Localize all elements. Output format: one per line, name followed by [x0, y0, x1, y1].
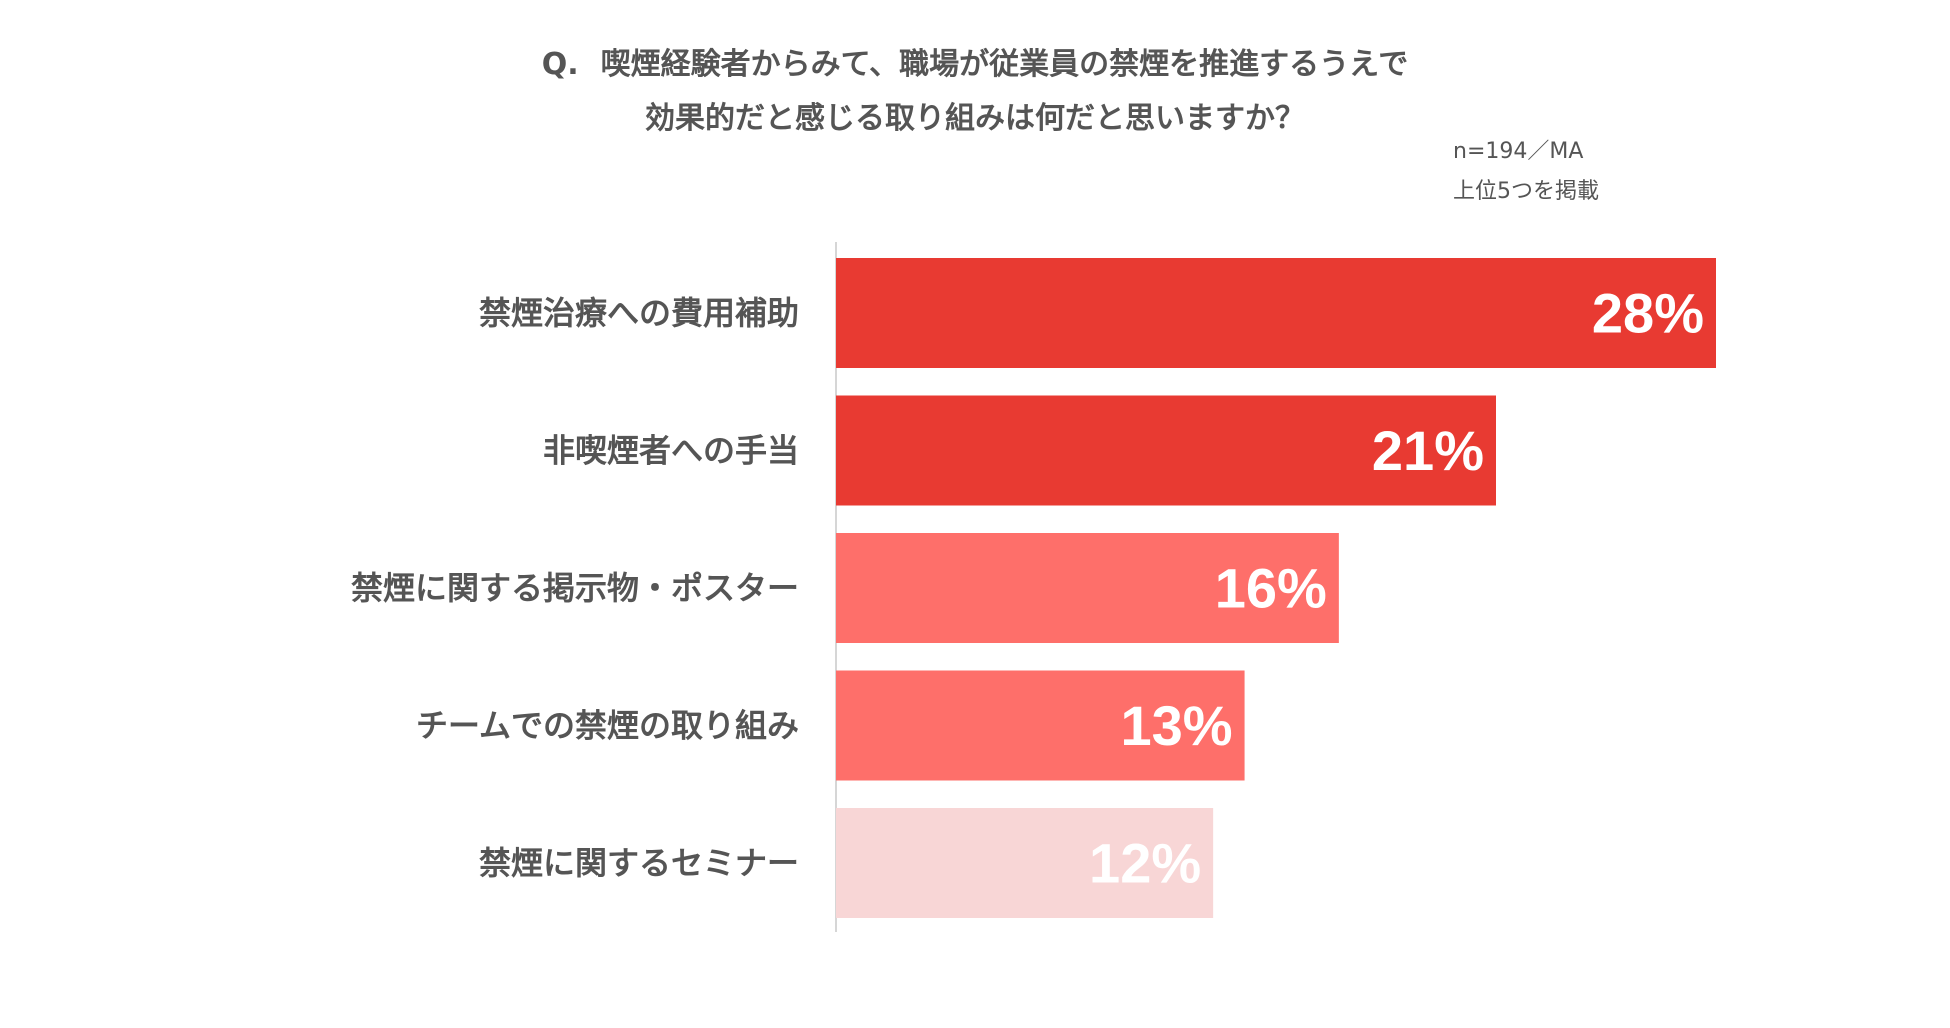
category-label: チームでの禁煙の取り組み [416, 707, 799, 745]
category-label: 禁煙に関するセミナー [479, 844, 799, 882]
question-line-1: Q. 喫煙経験者からみて、職場が従業員の禁煙を推進するうえで [0, 38, 1950, 92]
question-text-2: 効果的だと感じる取り組みは何だと思いますか？ [645, 101, 1305, 136]
value-label: 12% [1089, 832, 1201, 895]
bar [836, 670, 1245, 781]
value-label: 28% [1592, 282, 1704, 345]
question-block: Q. 喫煙経験者からみて、職場が従業員の禁煙を推進するうえで 効果的だと感じる取り… [0, 38, 1950, 146]
category-label: 禁煙治療への費用補助 [479, 294, 799, 332]
bar [836, 533, 1339, 643]
value-label: 21% [1372, 419, 1484, 482]
category-label: 非喫煙者への手当 [543, 432, 799, 470]
question-text-1: 喫煙経験者からみて、職場が従業員の禁煙を推進するうえで [600, 47, 1409, 82]
value-label: 13% [1120, 694, 1232, 757]
bar [836, 395, 1496, 506]
bar [836, 808, 1214, 918]
sample-note: n=194／MA 上位5つを掲載 [1453, 132, 1599, 212]
value-label: 16% [1215, 557, 1327, 620]
scope-note: 上位5つを掲載 [1453, 179, 1599, 204]
category-label: 禁煙に関する掲示物・ポスター [351, 569, 799, 607]
bar [836, 258, 1716, 368]
sample-size-note: n=194／MA [1453, 139, 1584, 164]
question-marker: Q. [541, 47, 579, 82]
